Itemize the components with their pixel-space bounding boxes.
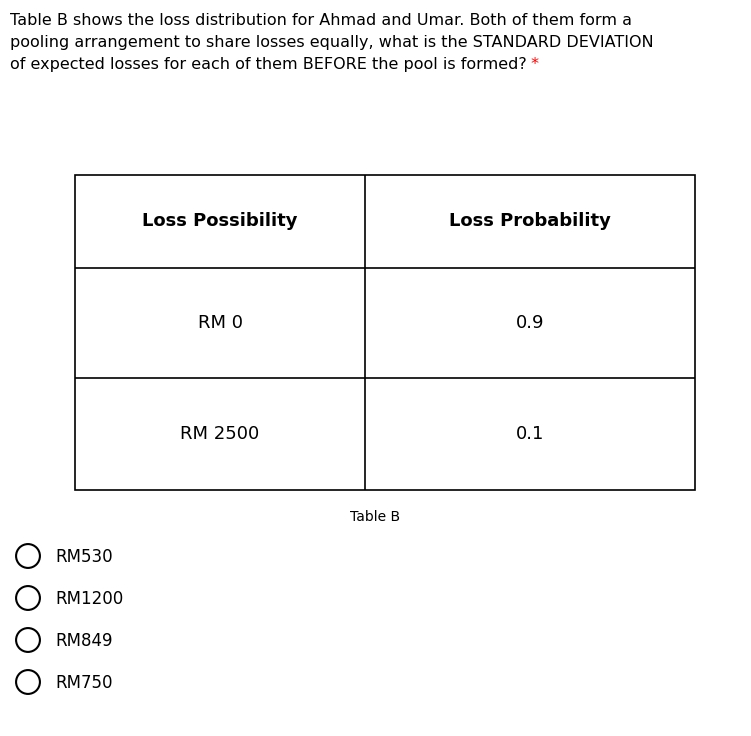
Text: Loss Possibility: Loss Possibility [142, 213, 297, 230]
Text: RM530: RM530 [55, 548, 113, 566]
Text: RM 0: RM 0 [198, 314, 243, 332]
Text: 0.1: 0.1 [516, 425, 544, 443]
Text: Table B: Table B [351, 510, 400, 524]
Text: RM 2500: RM 2500 [180, 425, 260, 443]
Text: RM1200: RM1200 [55, 590, 123, 608]
Text: pooling arrangement to share losses equally, what is the STANDARD DEVIATION: pooling arrangement to share losses equa… [10, 35, 653, 50]
Text: Loss Probability: Loss Probability [449, 213, 611, 230]
Text: *: * [526, 57, 539, 72]
Text: 0.9: 0.9 [516, 314, 544, 332]
Text: of expected losses for each of them BEFORE the pool is formed?: of expected losses for each of them BEFO… [10, 57, 526, 72]
Text: RM750: RM750 [55, 674, 113, 692]
Text: RM849: RM849 [55, 632, 113, 650]
Text: Table B shows the loss distribution for Ahmad and Umar. Both of them form a: Table B shows the loss distribution for … [10, 13, 632, 28]
